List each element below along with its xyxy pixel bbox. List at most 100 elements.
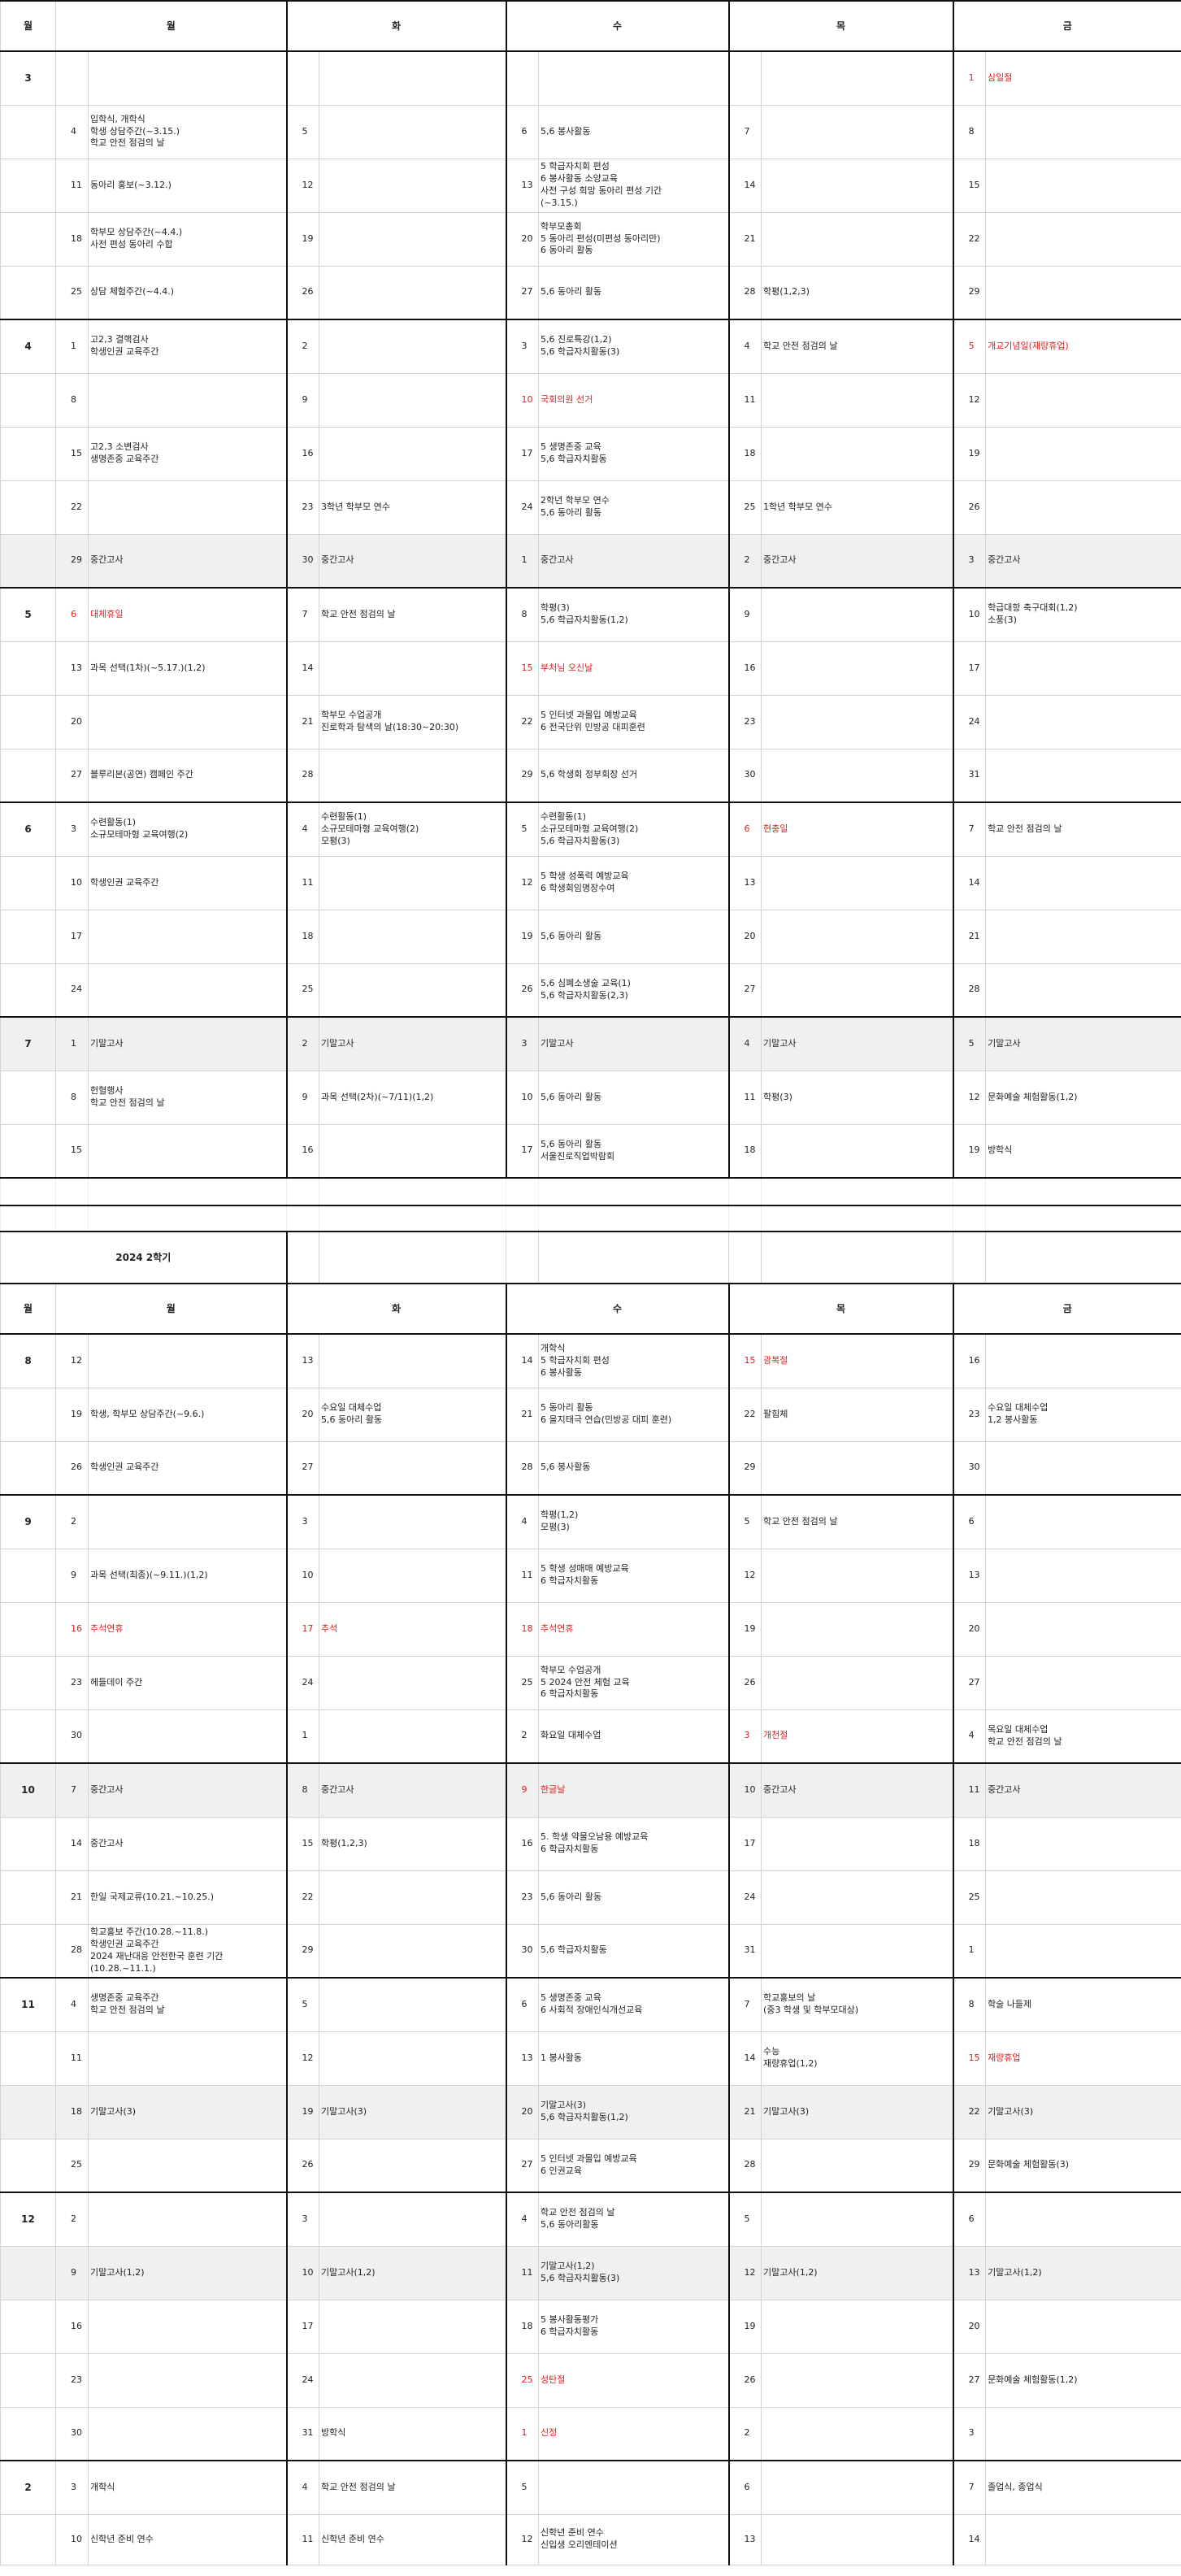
day-events: [761, 1601, 954, 1657]
day-number: 9: [505, 1762, 540, 1818]
day-events: [761, 158, 954, 213]
day-events: 과목 선택(1차)(~5.17.)(1,2): [87, 641, 288, 696]
week-row: 26 학생인권 교육주간 27 28 5,6 봉사활동 29 30: [0, 1440, 1181, 1496]
week-row: 14 중간고사 15 학평(1,2,3) 16 5. 학생 약물오남용 예방교육 6 학급…: [0, 1816, 1181, 1871]
day-number: [505, 50, 540, 106]
day-events: [761, 2513, 954, 2565]
day-events: 중간고사: [761, 1762, 954, 1818]
day-number: 21: [952, 909, 987, 964]
spacer-row: [0, 1177, 1181, 1206]
week-row: 5 6 대체휴일 7 학교 안전 점검의 날 8 학평(3) 5,6 학급자치활동(1,2)…: [0, 587, 1181, 642]
day-number: 26: [727, 2352, 762, 2408]
day-events: 중간고사: [319, 1762, 507, 1818]
day-number: 4: [55, 1977, 89, 2032]
day-events: [319, 1548, 507, 1603]
day-number: 14: [285, 641, 320, 696]
day-number: 17: [285, 2299, 320, 2354]
day-events: 학생인권 교육주간: [87, 1440, 288, 1496]
day-number: 18: [505, 1601, 540, 1657]
day-events: [87, 962, 288, 1018]
weekday-header-fri: 금: [952, 0, 1181, 52]
day-events: [87, 2031, 288, 2086]
day-events: [319, 2138, 507, 2193]
day-events: 학평(1,2,3): [761, 265, 954, 320]
week-row: 19 학생, 학부모 상담주간(~9.6.) 20 수요일 대체수업 5,6 동아리 …: [0, 1387, 1181, 1442]
day-events: [87, 1333, 288, 1388]
day-number: 2: [285, 1016, 320, 1071]
day-number: 22: [55, 480, 89, 535]
day-events: 학교 안전 점검의 날 5,6 동아리활동: [538, 2192, 730, 2247]
day-number: 24: [952, 694, 987, 749]
day-events: [761, 372, 954, 428]
day-number: 14: [505, 1333, 540, 1388]
day-events: 현충일: [761, 801, 954, 857]
day-number: 13: [727, 2513, 762, 2565]
day-number: 26: [55, 1440, 89, 1496]
day-number: 20: [952, 2299, 987, 2354]
day-events: [761, 2299, 954, 2354]
month-label: 3: [0, 50, 56, 106]
day-events: 개학식 5 학급자치회 편성 6 봉사활동: [538, 1333, 730, 1388]
day-number: 17: [55, 909, 89, 964]
month-column-header: 월: [0, 0, 56, 52]
day-number: 14: [727, 158, 762, 213]
week-row: 4 1 고2,3 결핵검사 학생인권 교육주간 2 3 5,6 진로특강(1,2) 5,6…: [0, 319, 1181, 374]
day-events: 5 학급자치회 편성 6 봉사활동 소양교육 사전 구성 희망 동아리 편성 기…: [538, 158, 730, 213]
day-number: 10: [505, 372, 540, 428]
day-events: [319, 1709, 507, 1764]
day-events: [319, 1123, 507, 1179]
day-events: [319, 319, 507, 374]
week-row: 16 17 18 5 봉사활동평가 6 학급자치활동 19 20: [0, 2299, 1181, 2354]
week-row: 8 9 10 국회의원 선거 11 12: [0, 372, 1181, 428]
day-number: 17: [952, 641, 987, 696]
day-events: [319, 748, 507, 803]
day-events: 5 생명존중 교육 5,6 학급자치활동: [538, 426, 730, 481]
day-number: 23: [505, 1870, 540, 1925]
day-events: [985, 1601, 1181, 1657]
spacer-cell: [319, 1205, 507, 1232]
day-number: 15: [285, 1816, 320, 1871]
week-row: 6 3 수련활동(1) 소규모테마형 교육여행(2) 4 수련활동(1) 소규모테마형 …: [0, 801, 1181, 857]
week-row: 25 상담 체험주간(~4.4.) 26 27 5,6 동아리 활동 28 학평(1,2,3…: [0, 265, 1181, 320]
day-number: 21: [285, 694, 320, 749]
blank-cell: [319, 1231, 507, 1284]
spacer-cell: [953, 1205, 987, 1232]
month-label: [0, 211, 56, 267]
day-number: 4: [285, 801, 320, 857]
day-number: 25: [55, 265, 89, 320]
day-events: 수요일 대체수업 5,6 동아리 활동: [319, 1387, 507, 1442]
spacer-cell: [87, 1177, 288, 1206]
month-label: [0, 533, 56, 589]
week-row: 20 21 학부모 수업공개 진로학과 탐색의 날(18:30~20:30) 22 5 …: [0, 694, 1181, 749]
day-events: 학부모 수업공개 5 2024 안전 체험 교육 6 학급자치활동: [538, 1655, 730, 1710]
spacer-cell: [761, 1177, 954, 1206]
day-number: 2: [505, 1709, 540, 1764]
day-number: 15: [727, 1333, 762, 1388]
day-number: 31: [727, 1923, 762, 1979]
day-number: 2: [55, 2192, 89, 2247]
day-number: 28: [505, 1440, 540, 1496]
day-events: 5 학생 성폭력 예방교육 6 학생회임명장수여: [538, 855, 730, 910]
month-label: [0, 1601, 56, 1657]
day-events: [985, 2192, 1181, 2247]
day-number: 10: [55, 855, 89, 910]
day-number: 14: [952, 855, 987, 910]
day-events: [985, 1923, 1181, 1979]
day-number: 8: [55, 372, 89, 428]
spacer-cell: [985, 1205, 1181, 1232]
week-row: 16 추석연휴 17 추석 18 추석연휴 19 20: [0, 1601, 1181, 1657]
week-row: 12 2 3 4 학교 안전 점검의 날 5,6 동아리활동 5 6: [0, 2192, 1181, 2247]
day-events: 2학년 학부모 연수 5,6 동아리 활동: [538, 480, 730, 535]
day-number: 11: [727, 1070, 762, 1125]
day-number: 30: [952, 1440, 987, 1496]
day-events: [761, 909, 954, 964]
day-number: 15: [505, 641, 540, 696]
day-number: 5: [727, 1494, 762, 1549]
week-row: 24 25 26 5,6 심폐소생술 교육(1) 5,6 학급자치활동(2,3) 27 2…: [0, 962, 1181, 1018]
day-number: 19: [952, 426, 987, 481]
day-number: 4: [55, 104, 89, 159]
spacer-cell: [985, 1177, 1181, 1206]
month-label: 7: [0, 1016, 56, 1071]
day-events: [985, 1494, 1181, 1549]
